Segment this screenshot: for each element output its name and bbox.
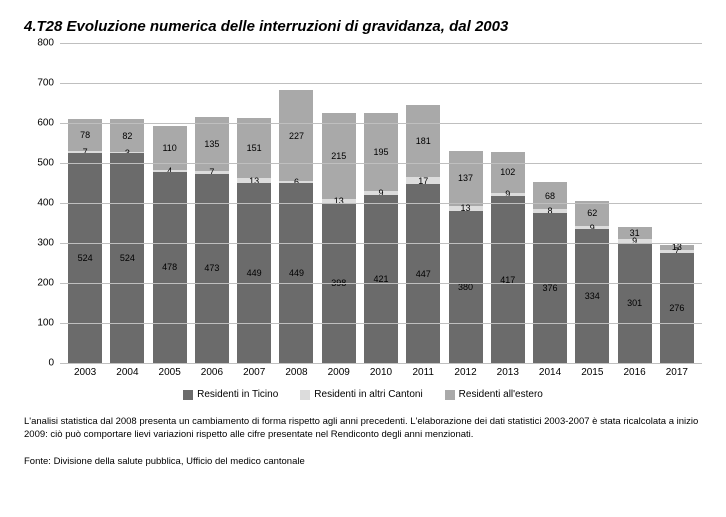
- bar-column: 301931: [618, 227, 652, 363]
- y-tick-label: 700: [37, 78, 54, 89]
- x-tick-label: 2006: [195, 363, 229, 383]
- bar-segment: 17: [406, 177, 440, 184]
- bar-segment: 102: [491, 152, 525, 193]
- x-tick-label: 2005: [153, 363, 187, 383]
- bar-segment: 215: [322, 113, 356, 199]
- chart-title: 4.T28 Evoluzione numerica delle interruz…: [24, 18, 702, 35]
- x-tick-label: 2011: [406, 363, 440, 383]
- gridline: [60, 123, 702, 124]
- bar-segment: 301: [618, 243, 652, 363]
- x-tick-label: 2007: [237, 363, 271, 383]
- bar-segment: 276: [660, 253, 694, 363]
- plot-area: 5247785243824784110473713544913151449622…: [60, 43, 702, 363]
- legend-label: Residenti all'estero: [459, 389, 543, 400]
- gridline: [60, 43, 702, 44]
- bar-segment: 195: [364, 113, 398, 191]
- footnote: L'analisi statistica dal 2008 presenta u…: [24, 416, 702, 442]
- bar-segment: 449: [237, 183, 271, 363]
- bar-segment: 376: [533, 213, 567, 363]
- legend-swatch: [445, 390, 455, 400]
- gridline: [60, 243, 702, 244]
- y-tick-label: 800: [37, 38, 54, 49]
- bar-segment: 447: [406, 184, 440, 363]
- bar-column: 334962: [575, 201, 609, 363]
- gridline: [60, 163, 702, 164]
- bar-segment: 524: [68, 153, 102, 363]
- y-tick-label: 0: [48, 358, 54, 369]
- bar-segment: 417: [491, 196, 525, 363]
- bar-segment: 421: [364, 195, 398, 363]
- bar-column: 376868: [533, 182, 567, 363]
- gridline: [60, 283, 702, 284]
- y-tick-label: 600: [37, 118, 54, 129]
- chart: 0100200300400500600700800 52477852438247…: [24, 43, 702, 383]
- bar-column: 44913151: [237, 118, 271, 363]
- bar-segment: 227: [279, 90, 313, 181]
- legend-item: Residenti all'estero: [445, 389, 543, 400]
- bar-segment: 524: [110, 153, 144, 363]
- y-tick-label: 500: [37, 158, 54, 169]
- bar-segment: 78: [68, 119, 102, 150]
- x-tick-label: 2008: [279, 363, 313, 383]
- gridline: [60, 83, 702, 84]
- x-tick-label: 2015: [575, 363, 609, 383]
- bar-column: 4179102: [491, 152, 525, 363]
- x-tick-label: 2012: [449, 363, 483, 383]
- bar-segment: 449: [279, 183, 313, 363]
- bar-column: 4219195: [364, 113, 398, 363]
- gridline: [60, 323, 702, 324]
- bar-column: 38013137: [449, 151, 483, 363]
- legend: Residenti in Ticino Residenti in altri Ca…: [24, 389, 702, 400]
- x-tick-label: 2013: [491, 363, 525, 383]
- bar-column: 44717181: [406, 105, 440, 363]
- x-axis: 2003 2004 2005 2006 2007 2008 2009 2010 2011 2012…: [60, 363, 702, 383]
- source: Fonte: Divisione della salute pubblica, …: [24, 456, 702, 467]
- x-tick-label: 2004: [110, 363, 144, 383]
- x-tick-label: 2009: [322, 363, 356, 383]
- bar-segment: 380: [449, 211, 483, 363]
- x-tick-label: 2010: [364, 363, 398, 383]
- bar-column: 39813215: [322, 113, 356, 363]
- x-tick-label: 2014: [533, 363, 567, 383]
- legend-item: Residenti in Ticino: [183, 389, 278, 400]
- y-tick-label: 300: [37, 238, 54, 249]
- bar-segment: 151: [237, 118, 271, 178]
- legend-swatch: [183, 390, 193, 400]
- y-tick-label: 400: [37, 198, 54, 209]
- legend-swatch: [300, 390, 310, 400]
- legend-label: Residenti in altri Cantoni: [314, 389, 422, 400]
- y-tick-label: 100: [37, 318, 54, 329]
- y-tick-label: 200: [37, 278, 54, 289]
- bar-column: 4737135: [195, 117, 229, 363]
- y-axis: 0100200300400500600700800: [24, 43, 60, 383]
- bar-column: 4784110: [153, 126, 187, 363]
- bar-column: 276713: [660, 245, 694, 363]
- bar-segment: 137: [449, 151, 483, 206]
- legend-label: Residenti in Ticino: [197, 389, 278, 400]
- x-tick-label: 2016: [618, 363, 652, 383]
- legend-item: Residenti in altri Cantoni: [300, 389, 422, 400]
- bar-segment: 478: [153, 172, 187, 363]
- bar-segment: 181: [406, 105, 440, 177]
- x-tick-label: 2003: [68, 363, 102, 383]
- gridline: [60, 203, 702, 204]
- bar-column: 524778: [68, 119, 102, 363]
- bar-segment: 334: [575, 229, 609, 363]
- x-tick-label: 2017: [660, 363, 694, 383]
- bar-column: 524382: [110, 119, 144, 363]
